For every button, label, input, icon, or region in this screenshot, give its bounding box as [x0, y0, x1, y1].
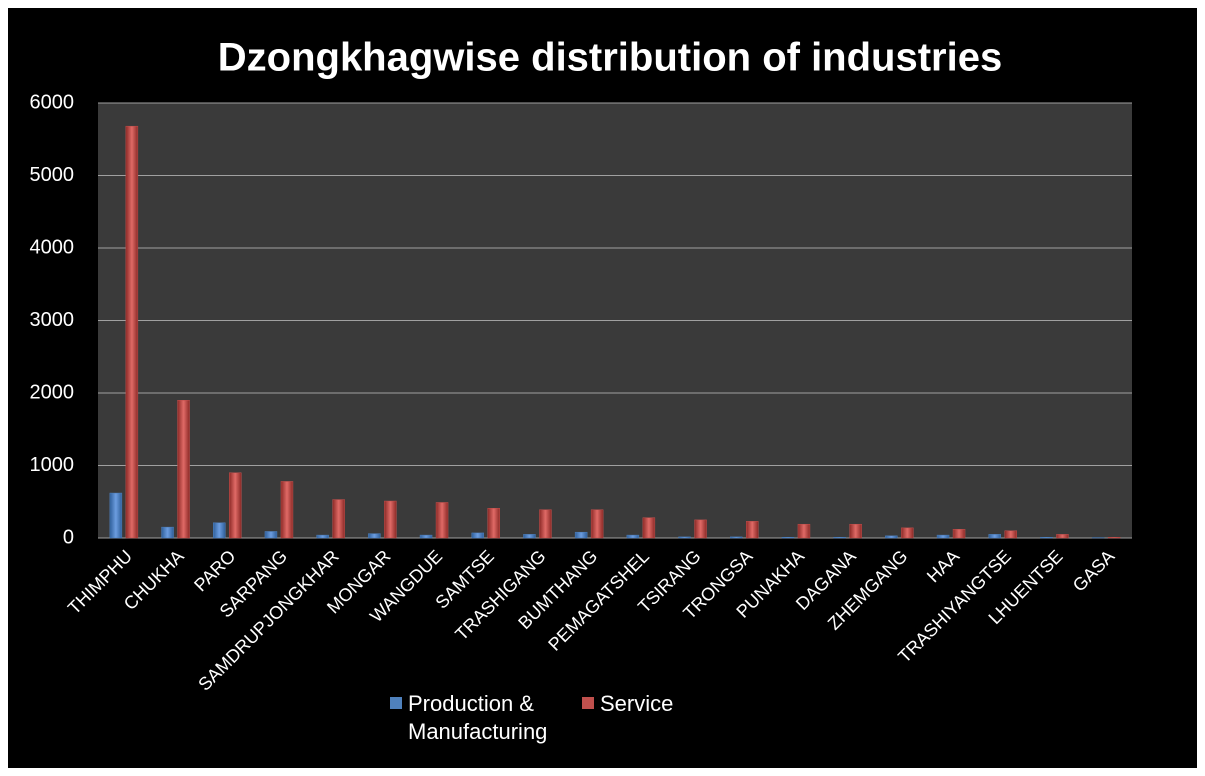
bar: [574, 531, 588, 539]
bar: [161, 526, 174, 539]
bar: [109, 492, 123, 539]
bar: [332, 499, 345, 539]
legend: Production & Manufacturing Service: [390, 690, 673, 746]
bar: [642, 517, 656, 539]
chart-title: Dzongkhagwise distribution of industries: [218, 36, 1002, 80]
bar: [177, 400, 190, 539]
x-tick-label: GASA: [1069, 546, 1119, 596]
legend-swatch: [582, 697, 594, 709]
y-tick-label: 6000: [30, 91, 75, 113]
bar: [213, 522, 226, 539]
bar: [626, 534, 640, 539]
bar: [523, 534, 536, 539]
bar: [384, 500, 397, 539]
bar: [988, 534, 1001, 539]
bar: [590, 509, 604, 539]
bar: [936, 534, 950, 539]
bar: [316, 534, 329, 539]
bar: [730, 536, 743, 539]
bar: [280, 481, 294, 539]
legend-item: Service: [582, 690, 673, 746]
y-tick-label: 0: [63, 526, 74, 548]
x-tick-label: THIMPHU: [64, 546, 136, 618]
bar: [229, 472, 242, 539]
bar: [368, 533, 381, 539]
bar: [1040, 537, 1053, 539]
bar: [901, 527, 914, 539]
bar: [885, 535, 898, 539]
bar: [781, 537, 795, 539]
bar: [746, 521, 759, 539]
y-tick-label: 2000: [30, 381, 75, 403]
bar: [1056, 534, 1069, 539]
x-tick-label: TRASHIGANG: [451, 546, 549, 644]
bar: [125, 125, 139, 539]
bar: [952, 529, 966, 539]
y-tick-label: 1000: [30, 454, 75, 476]
bar: [1004, 530, 1017, 539]
bar: [487, 508, 500, 539]
legend-item: Production & Manufacturing: [390, 690, 568, 746]
bar: [797, 523, 811, 539]
bar: [833, 537, 846, 539]
bar: [539, 509, 552, 539]
bar: [1107, 537, 1121, 539]
bar: [849, 523, 862, 539]
legend-label: Production & Manufacturing: [408, 691, 548, 744]
y-tick-label: 5000: [30, 164, 75, 186]
bar: [694, 519, 707, 539]
y-tick-label: 3000: [30, 309, 75, 331]
bar: [678, 536, 691, 539]
bar: [471, 532, 484, 539]
bar: [435, 502, 449, 539]
legend-swatch: [390, 697, 402, 709]
y-tick-label: 4000: [30, 236, 75, 258]
x-tick-label: PARO: [190, 546, 239, 595]
bar: [264, 531, 278, 539]
x-tick-label: HAA: [923, 546, 963, 586]
bar: [419, 534, 433, 539]
legend-label: Service: [600, 691, 674, 716]
